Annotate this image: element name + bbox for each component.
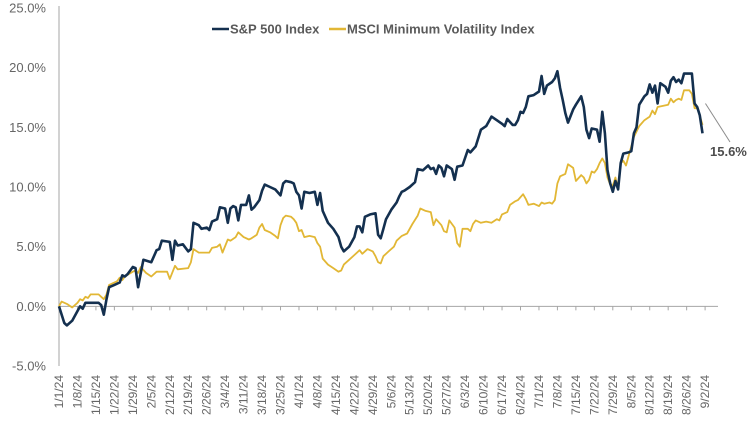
x-tick-label: 3/4/24 — [218, 375, 232, 409]
x-tick-label: 4/22/24 — [347, 375, 361, 415]
legend-label-sp500: S&P 500 Index — [230, 22, 320, 37]
x-tick-label: 6/10/24 — [477, 375, 491, 415]
legend: S&P 500 Index MSCI Minimum Volatility In… — [212, 22, 535, 37]
x-tick-label: 7/29/24 — [606, 375, 620, 415]
x-tick-label: 5/27/24 — [440, 375, 454, 415]
y-tick-label: 15.0% — [9, 120, 46, 135]
x-tick-label: 3/11/24 — [237, 375, 251, 414]
x-tick-label: 5/20/24 — [421, 375, 435, 415]
x-tick-label: 6/3/24 — [458, 375, 472, 409]
x-tick-label: 4/8/24 — [310, 375, 324, 409]
x-tick-label: 8/26/24 — [680, 375, 694, 415]
x-axis: 1/1/24 1/8/24 1/15/24 1/22/24 1/29/24 2/5/24 2… — [52, 305, 718, 415]
x-tick-label: 4/1/24 — [292, 375, 306, 409]
series-line-msci — [58, 89, 704, 309]
x-tick-label: 1/22/24 — [107, 375, 121, 415]
x-tick-label: 1/15/24 — [89, 375, 103, 415]
x-tick-label: 7/8/24 — [550, 375, 564, 409]
x-tick-label: 3/25/24 — [274, 375, 288, 415]
x-tick-label: 5/13/24 — [403, 375, 417, 415]
x-tick-label: 4/15/24 — [329, 375, 343, 415]
x-tick-label: 2/12/24 — [163, 375, 177, 415]
y-tick-label: 5.0% — [16, 239, 46, 254]
legend-label-msci: MSCI Minimum Volatility Index — [347, 22, 535, 37]
x-tick-label: 1/8/24 — [70, 375, 84, 409]
x-tick-label: 2/26/24 — [200, 375, 214, 415]
x-tick-label: 7/15/24 — [569, 375, 583, 415]
y-tick-label: 0.0% — [16, 299, 46, 314]
x-tick-label: 5/6/24 — [384, 375, 398, 409]
x-tick-label: 8/5/24 — [624, 375, 638, 409]
y-axis: -5.0% 0.0% 5.0% 10.0% 15.0% 20.0% 25.0% — [9, 1, 60, 374]
series-line-sp500 — [57, 69, 704, 327]
x-tick-label: 9/2/24 — [698, 375, 712, 409]
x-tick-label: 8/19/24 — [661, 375, 675, 415]
x-tick-label: 6/17/24 — [495, 375, 509, 415]
x-tick-label: 7/22/24 — [587, 375, 601, 415]
y-tick-label: -5.0% — [12, 359, 46, 374]
x-tick-label: 8/12/24 — [643, 375, 657, 415]
series-group — [57, 69, 704, 327]
y-tick-label: 20.0% — [9, 60, 46, 75]
x-tick-label: 3/18/24 — [255, 375, 269, 415]
x-tick-label: 6/24/24 — [514, 375, 528, 415]
y-tick-label: 25.0% — [9, 1, 46, 16]
x-tick-label: 1/29/24 — [126, 375, 140, 415]
x-tick-label: 4/29/24 — [366, 375, 380, 415]
end-annotation: 15.6% — [705, 103, 747, 159]
y-tick-label: 10.0% — [9, 180, 46, 195]
annotation-leader-line — [705, 103, 731, 143]
x-tick-label: 7/1/24 — [532, 375, 546, 409]
x-tick-label: 2/19/24 — [181, 375, 195, 415]
annotation-label: 15.6% — [710, 144, 747, 159]
x-tick-label: 2/5/24 — [144, 375, 158, 409]
x-tick-label: 1/1/24 — [52, 375, 66, 409]
